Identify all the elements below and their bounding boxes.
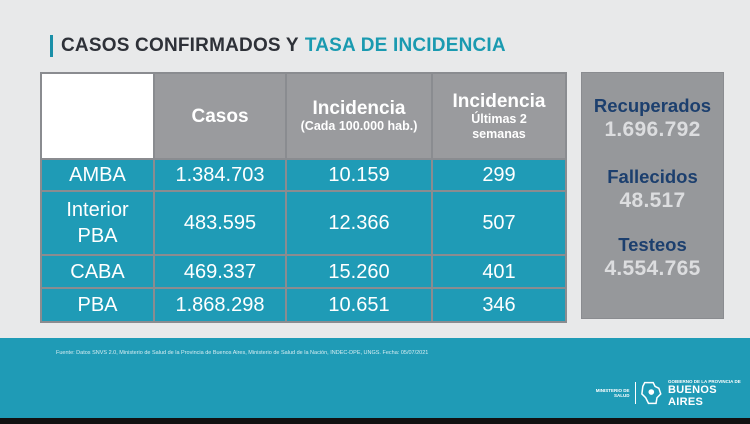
testeos-label: Testeos xyxy=(618,234,687,255)
header-incidencia: Incidencia (Cada 100.000 hab.) xyxy=(285,74,431,158)
province-emblem-icon xyxy=(641,381,663,405)
cell-incidencia: 15.260 xyxy=(285,254,431,287)
bottom-strip xyxy=(0,418,750,424)
ministry-logo: MINISTERIO DE SALUD GOBIERNO DE LA PROVI… xyxy=(588,378,750,408)
title-part-2: TASA DE INCIDENCIA xyxy=(304,35,506,56)
header-incidencia-label: Incidencia xyxy=(312,98,406,119)
testeos-value: 4.554.765 xyxy=(604,257,701,280)
cell-incidencia-2sem: 299 xyxy=(431,158,565,190)
cases-table: Casos Incidencia (Cada 100.000 hab.) Inc… xyxy=(40,72,567,323)
title-part-1: CASOS CONFIRMADOS Y xyxy=(61,35,299,56)
cell-incidencia: 10.651 xyxy=(285,287,431,321)
header-incidencia-sub: (Cada 100.000 hab.) xyxy=(300,119,418,133)
totals-panel: Recuperados 1.696.792 Fallecidos 48.517 … xyxy=(581,72,724,319)
cell-casos: 1.868.298 xyxy=(153,287,285,321)
recuperados-label: Recuperados xyxy=(593,95,712,116)
gov-big-label: BUENOS AIRES xyxy=(668,383,717,408)
gov-text: GOBIERNO DE LA PROVINCIA DE BUENOS AIRES xyxy=(668,379,750,408)
gov-small-label: GOBIERNO DE LA PROVINCIA DE xyxy=(668,378,741,384)
table-row: PBA 1.868.298 10.651 346 xyxy=(42,287,565,321)
source-note: Fuente: Datos SNVS 2.0, Ministerio de Sa… xyxy=(56,350,429,356)
cell-incidencia: 10.159 xyxy=(285,158,431,190)
header-incidencia-2sem: Incidencia Últimas 2 semanas xyxy=(431,74,565,158)
cell-casos: 1.384.703 xyxy=(153,158,285,190)
table-row: AMBA 1.384.703 10.159 299 xyxy=(42,158,565,190)
cell-incidencia-2sem: 346 xyxy=(431,287,565,321)
header-blank-cell xyxy=(42,74,153,158)
table-row: CABA 469.337 15.260 401 xyxy=(42,254,565,287)
cell-region: Interior PBA xyxy=(42,190,153,254)
header-incidencia-2sem-sub: Últimas 2 semanas xyxy=(471,111,527,141)
table-row: Interior PBA 483.595 12.366 507 xyxy=(42,190,565,254)
header-incidencia-2sem-label: Incidencia xyxy=(452,90,546,112)
cell-incidencia-2sem: 401 xyxy=(431,254,565,287)
ministerio-label: MINISTERIO DE SALUD xyxy=(595,388,630,398)
header-casos-label: Casos xyxy=(191,105,249,127)
page-title: CASOS CONFIRMADOS Y TASA DE INCIDENCIA xyxy=(50,34,506,58)
cell-incidencia: 12.366 xyxy=(285,190,431,254)
header-casos: Casos xyxy=(153,74,285,158)
recuperados-value: 1.696.792 xyxy=(604,118,701,141)
footer-bar: Fuente: Datos SNVS 2.0, Ministerio de Sa… xyxy=(0,338,750,418)
cell-casos: 469.337 xyxy=(153,254,285,287)
table-header-row: Casos Incidencia (Cada 100.000 hab.) Inc… xyxy=(42,74,565,158)
fallecidos-label: Fallecidos xyxy=(607,166,698,187)
cell-region: CABA xyxy=(42,254,153,287)
cell-region: PBA xyxy=(42,287,153,321)
cell-region: AMBA xyxy=(42,158,153,190)
cell-casos: 483.595 xyxy=(153,190,285,254)
fallecidos-value: 48.517 xyxy=(619,189,686,212)
cell-incidencia-2sem: 507 xyxy=(431,190,565,254)
logo-divider xyxy=(635,382,637,404)
title-accent-bar xyxy=(50,35,53,57)
